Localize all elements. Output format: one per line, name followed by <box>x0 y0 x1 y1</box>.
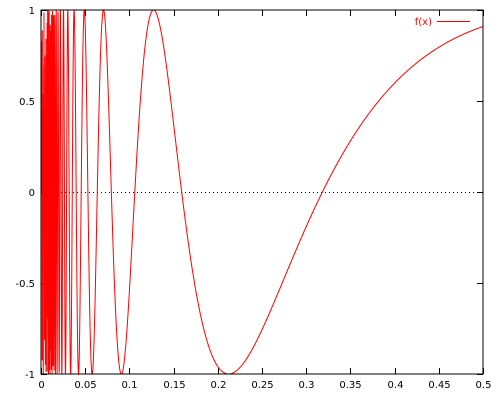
x-tick-label: 0.45 <box>428 380 450 391</box>
series-line-f-x <box>41 9 484 376</box>
x-tick-label: 0.2 <box>211 380 227 391</box>
x-tick-label: 0.4 <box>388 380 404 391</box>
x-tick-label: 0.3 <box>299 380 315 391</box>
legend-label-f-x: f(x) <box>415 17 432 28</box>
y-tick-label: 0.5 <box>19 97 35 108</box>
x-tick-label: 0.5 <box>476 380 492 391</box>
y-tick-label: 1 <box>29 6 35 17</box>
x-tick-label: 0 <box>38 380 44 391</box>
legend: f(x) <box>415 17 470 28</box>
x-tick-label: 0.35 <box>339 380 361 391</box>
y-tick-label: 0 <box>29 188 35 199</box>
plot-frame <box>40 9 484 375</box>
y-tick-label: -0.5 <box>15 279 35 290</box>
x-tick-label: 0.05 <box>74 380 96 391</box>
y-tick-label: -1 <box>25 370 35 381</box>
x-tick-label: 0.1 <box>122 380 138 391</box>
x-tick-label: 0.15 <box>163 380 185 391</box>
x-tick-label: 0.25 <box>251 380 273 391</box>
tick-labels-layer: 0 0.05 0.1 0.15 0.2 0.25 0.3 0.35 0.4 0.45 0.5 -1 -0… <box>15 6 491 391</box>
